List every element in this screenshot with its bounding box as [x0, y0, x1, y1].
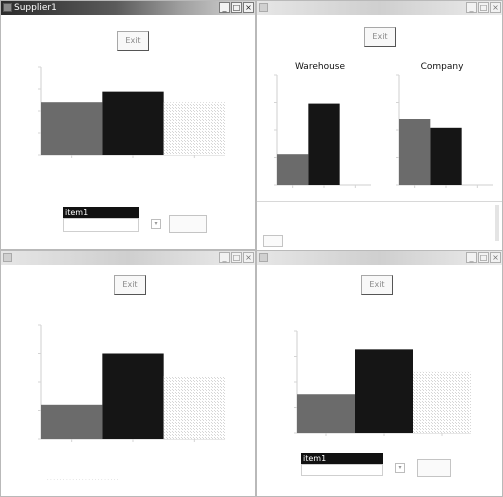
warehouse-company-window: _ □ × Exit Warehouse Company — [256, 0, 503, 252]
company-chart: Company — [396, 62, 493, 188]
bottom-right-titlebar[interactable]: _ □ × — [257, 251, 502, 265]
apply-button[interactable] — [417, 459, 451, 477]
chevron-down-icon[interactable]: ▾ — [395, 463, 405, 473]
exit-button[interactable]: Exit — [117, 31, 149, 51]
chevron-down-icon[interactable]: ▾ — [151, 219, 161, 229]
status-text: · · · · · · · · · · · · · · · · · · · · … — [47, 477, 119, 483]
minimize-icon[interactable]: _ — [219, 252, 230, 263]
app-icon — [3, 3, 12, 12]
item-select[interactable] — [63, 218, 139, 232]
bar — [413, 371, 471, 433]
bar — [399, 119, 431, 185]
close-icon[interactable]: × — [490, 252, 501, 263]
minimize-icon[interactable]: _ — [466, 252, 477, 263]
window-title: Supplier1 — [14, 3, 57, 13]
close-icon[interactable]: × — [243, 2, 254, 13]
bottom-right-window: _ □ × Exit item1 ▾ — [256, 250, 503, 497]
app-icon — [3, 253, 12, 262]
apply-button[interactable] — [169, 215, 207, 233]
bar — [430, 127, 462, 185]
separator — [257, 201, 502, 202]
exit-button[interactable]: Exit — [114, 275, 146, 295]
item-select-label: item1 — [301, 453, 383, 464]
maximize-icon[interactable]: □ — [478, 2, 489, 13]
item-select-label: item1 — [63, 207, 139, 218]
app-icon — [259, 3, 268, 12]
bar — [41, 404, 103, 439]
maximize-icon[interactable]: □ — [231, 252, 242, 263]
warehouse-chart: Warehouse — [274, 62, 371, 188]
supplier-titlebar[interactable]: Supplier1 _ □ × — [1, 1, 255, 15]
app-icon — [259, 253, 268, 262]
supplier-chart — [38, 66, 225, 158]
minimize-icon[interactable]: _ — [219, 2, 230, 13]
bar — [163, 102, 225, 155]
bar — [297, 394, 355, 433]
bar — [308, 103, 340, 185]
minimize-icon[interactable]: _ — [466, 2, 477, 13]
bar — [355, 349, 413, 433]
scrollbar-handle[interactable] — [495, 205, 499, 241]
chart-title: Company — [421, 62, 464, 72]
text-field[interactable] — [263, 235, 283, 247]
item-select[interactable] — [301, 464, 383, 476]
close-icon[interactable]: × — [243, 252, 254, 263]
bottom-left-window: _ □ × Exit · · · · · · · · · · · · · · ·… — [0, 250, 256, 497]
chart-title: Warehouse — [295, 62, 345, 72]
bottom-left-chart — [38, 324, 225, 442]
bar — [102, 91, 164, 155]
bar — [163, 376, 225, 439]
bar — [41, 102, 103, 155]
exit-button[interactable]: Exit — [364, 27, 396, 47]
bottom-left-titlebar[interactable]: _ □ × — [1, 251, 255, 265]
close-icon[interactable]: × — [490, 2, 501, 13]
maximize-icon[interactable]: □ — [478, 252, 489, 263]
bar — [102, 353, 164, 439]
maximize-icon[interactable]: □ — [231, 2, 242, 13]
bottom-right-chart — [294, 330, 471, 436]
exit-button[interactable]: Exit — [361, 275, 393, 295]
warehouse-titlebar[interactable]: _ □ × — [257, 1, 502, 15]
supplier-window: Supplier1 _ □ × Exit item1 ▾ — [0, 0, 256, 250]
bar — [277, 154, 309, 185]
